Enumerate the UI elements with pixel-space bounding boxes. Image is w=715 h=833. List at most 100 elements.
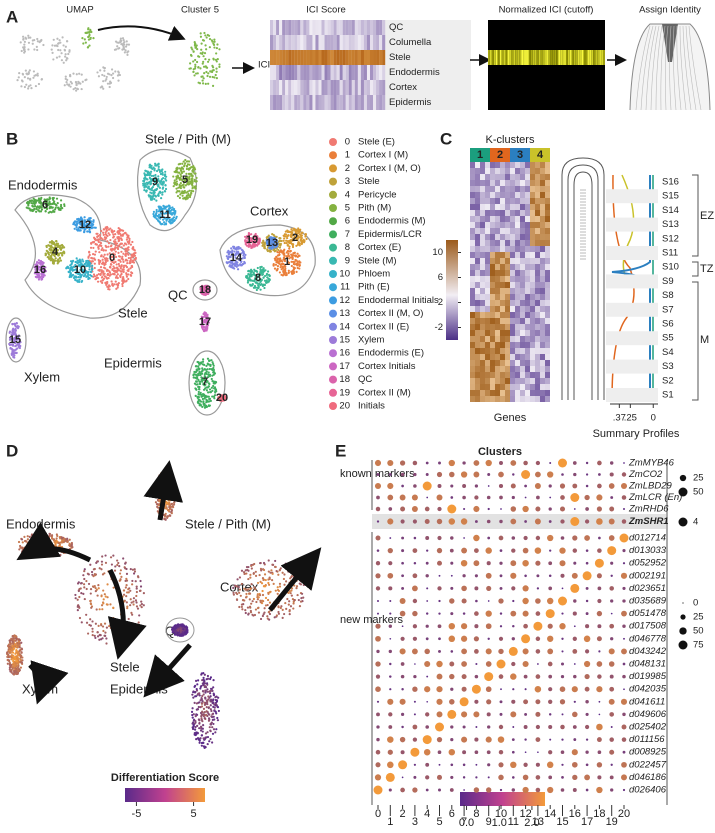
cell-point: [131, 265, 133, 267]
cell-point: [69, 539, 71, 541]
legend-id: 18: [339, 374, 350, 385]
cell-point: [131, 628, 133, 630]
heat-cell: [475, 216, 480, 222]
heat-cell: [515, 306, 520, 312]
cell-point: [128, 618, 130, 620]
heat-cell: [495, 276, 500, 282]
heat-cell: [485, 264, 490, 270]
cell-point: [262, 277, 264, 279]
legend-swatch: [329, 349, 337, 357]
cell-point: [250, 588, 252, 590]
colorbar-label: 6: [438, 272, 443, 283]
heat-cell: [525, 378, 530, 384]
heat-cell: [540, 258, 545, 264]
heat-cell: [520, 198, 525, 204]
heat-cell: [520, 264, 525, 270]
heat-cell: [475, 384, 480, 390]
heat-cell: [500, 180, 505, 186]
heat-cell: [505, 162, 510, 168]
heat-cell: [485, 282, 490, 288]
heat-cell: [480, 282, 485, 288]
legend-swatch: [329, 178, 337, 186]
heat-cell: [470, 264, 475, 270]
cell-point: [112, 268, 114, 270]
cell-point: [300, 601, 302, 603]
cell-point: [288, 604, 290, 606]
cell-point: [121, 243, 123, 245]
cell-point: [53, 552, 55, 554]
cell-point: [266, 273, 268, 275]
heat-cell: [540, 174, 545, 180]
cell-point: [120, 576, 122, 578]
cell-point: [191, 174, 193, 176]
cell-point: [288, 270, 290, 272]
heat-cell: [540, 336, 545, 342]
cell-point: [31, 202, 33, 204]
heat-cell: [480, 246, 485, 252]
heat-cell: [495, 198, 500, 204]
legend-id: 6: [345, 216, 350, 227]
cell-point: [135, 257, 137, 259]
cell-point: [194, 172, 196, 174]
cell-point: [208, 371, 210, 373]
heat-cell: [505, 246, 510, 252]
cell-point: [195, 177, 197, 179]
zone-bracket: [692, 175, 698, 400]
cell-point: [132, 603, 134, 605]
heat-cell: [540, 270, 545, 276]
heat-cell: [470, 282, 475, 288]
cell-point: [83, 578, 85, 580]
heat-cell: [545, 336, 550, 342]
cell-point: [244, 256, 246, 258]
cell-point: [242, 599, 244, 601]
cell-point: [130, 275, 132, 277]
heat-cell: [530, 162, 535, 168]
cell-point: [241, 606, 243, 608]
cell-point: [282, 617, 284, 619]
cell-point: [120, 267, 122, 269]
heat-cell: [545, 306, 550, 312]
cell-point: [278, 613, 280, 615]
cell-point: [190, 190, 192, 192]
heat-cell: [500, 222, 505, 228]
cell-point: [125, 252, 127, 254]
cell-point: [211, 368, 213, 370]
heat-cell: [525, 162, 530, 168]
heat-cell: [500, 282, 505, 288]
cell-point: [24, 540, 26, 542]
heat-cell: [530, 276, 535, 282]
cell-point: [86, 275, 88, 277]
heat-cell: [520, 192, 525, 198]
heat-cell: [535, 324, 540, 330]
heat-cell: [525, 348, 530, 354]
cell-point: [188, 160, 190, 162]
heat-cell: [500, 186, 505, 192]
heat-cell: [470, 270, 475, 276]
cell-point: [117, 273, 119, 275]
cell-point: [208, 398, 210, 400]
heat-cell: [485, 210, 490, 216]
cell-point: [49, 196, 51, 198]
cell-point: [168, 205, 170, 207]
cell-point: [63, 537, 65, 539]
cell-point: [70, 268, 72, 270]
heat-cell: [470, 216, 475, 222]
cell-point: [144, 174, 146, 176]
cell-point: [26, 202, 28, 204]
heat-cell: [525, 288, 530, 294]
cell-point: [254, 287, 256, 289]
cell-point: [280, 567, 282, 569]
cell-point: [63, 203, 65, 205]
legend-swatch: [329, 389, 337, 397]
cell-point: [47, 553, 49, 555]
cell-point: [254, 588, 256, 590]
cell-point: [123, 269, 125, 271]
heat-cell: [475, 360, 480, 366]
heat-cell: [540, 246, 545, 252]
cell-point: [226, 255, 228, 257]
heat-cell: [540, 300, 545, 306]
heat-cell: [470, 330, 475, 336]
cell-point: [182, 186, 184, 188]
heat-cell: [505, 186, 510, 192]
cell-point: [67, 541, 69, 543]
